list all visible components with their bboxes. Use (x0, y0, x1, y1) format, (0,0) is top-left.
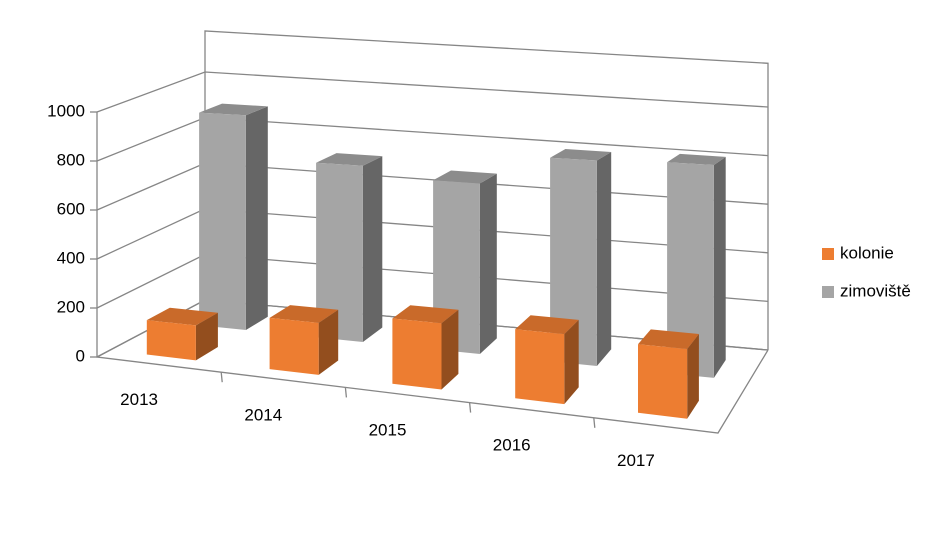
bar-top (433, 170, 497, 184)
bar-side (713, 156, 726, 378)
legend-swatch (822, 248, 834, 260)
legend-swatch (822, 286, 834, 298)
bar-side (195, 312, 218, 361)
x-tick (344, 387, 348, 398)
bar (316, 162, 363, 342)
bar (550, 157, 597, 366)
legend-label: kolonie (840, 243, 894, 262)
bar-side (441, 309, 459, 390)
y-tick-label: 200 (57, 297, 85, 316)
bar (146, 320, 196, 361)
bar-side (318, 309, 339, 375)
legend-label: zimoviště (840, 281, 911, 300)
bar-side (362, 156, 383, 342)
x-tick-label: 2013 (120, 390, 158, 409)
bar-top (146, 307, 218, 326)
bar-top (199, 103, 268, 116)
y-tick-label: 1000 (47, 101, 85, 120)
y-tick-label: 600 (57, 199, 85, 218)
y-tick-label: 400 (57, 248, 85, 267)
x-tick-label: 2014 (244, 405, 282, 424)
x-tick-label: 2016 (493, 436, 531, 455)
bar (667, 162, 714, 378)
x-tick (468, 402, 472, 413)
bar-top (638, 329, 699, 349)
bar-side (479, 173, 497, 354)
x-tick-label: 2015 (369, 420, 407, 439)
bar-side (245, 106, 268, 331)
axis-frame (96, 112, 769, 434)
y-tick-label: 800 (57, 150, 85, 169)
bar-side (687, 334, 699, 419)
bar (392, 318, 442, 390)
bar-top (316, 153, 383, 166)
bar-top (392, 305, 459, 324)
x-tick (593, 417, 596, 428)
bar (199, 112, 246, 330)
bar-top (550, 149, 612, 161)
bar (638, 344, 688, 419)
bar-top (515, 315, 579, 335)
x-tick (220, 372, 223, 383)
x-tick-label: 2017 (617, 451, 655, 470)
y-tick-label: 0 (76, 346, 85, 365)
bar (269, 317, 319, 375)
bar-side (564, 319, 579, 405)
grid-line (96, 71, 769, 113)
bar-side (596, 152, 612, 366)
bar-top (269, 305, 339, 323)
grid-line (96, 116, 769, 162)
bar-top (667, 153, 726, 165)
bar (515, 329, 565, 405)
